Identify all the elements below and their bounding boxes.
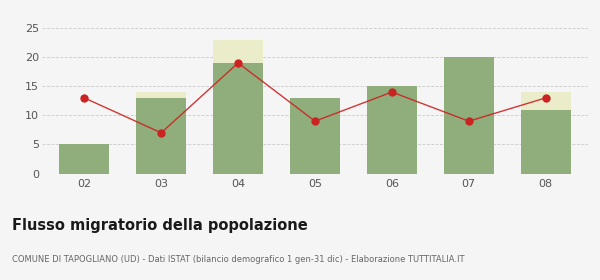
Bar bbox=[136, 98, 186, 174]
Bar bbox=[213, 40, 263, 63]
Bar bbox=[521, 92, 571, 109]
Point bbox=[310, 119, 320, 123]
Bar bbox=[136, 92, 186, 98]
Point bbox=[233, 61, 243, 65]
Bar bbox=[59, 144, 109, 174]
Bar bbox=[521, 109, 571, 174]
Text: Flusso migratorio della popolazione: Flusso migratorio della popolazione bbox=[12, 218, 308, 234]
Text: COMUNE DI TAPOGLIANO (UD) - Dati ISTAT (bilancio demografico 1 gen-31 dic) - Ela: COMUNE DI TAPOGLIANO (UD) - Dati ISTAT (… bbox=[12, 255, 464, 264]
Point bbox=[464, 119, 473, 123]
Point bbox=[387, 90, 397, 94]
Point bbox=[157, 130, 166, 135]
Bar bbox=[367, 86, 417, 174]
Bar bbox=[444, 57, 494, 174]
Bar bbox=[213, 63, 263, 174]
Point bbox=[79, 96, 89, 100]
Point bbox=[541, 96, 551, 100]
Bar bbox=[290, 98, 340, 174]
